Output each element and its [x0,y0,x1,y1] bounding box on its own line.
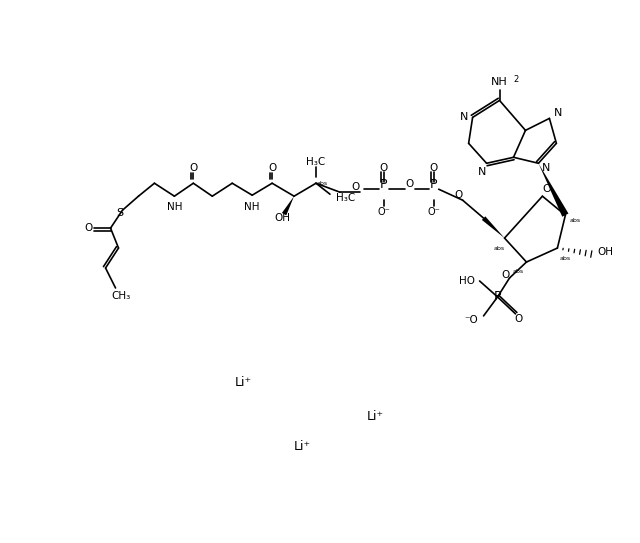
Text: O⁻: O⁻ [378,207,390,217]
Text: abs: abs [317,181,328,186]
Text: OH: OH [274,213,290,223]
Text: P: P [494,291,501,304]
Text: O: O [84,223,93,233]
Text: abs: abs [513,269,524,275]
Text: O: O [268,163,276,173]
Polygon shape [538,163,568,217]
Text: N: N [460,112,468,122]
Text: O: O [542,184,551,194]
Text: O: O [501,270,509,280]
Text: O⁻: O⁻ [428,207,440,217]
Text: O: O [380,163,388,173]
Text: N: N [542,163,550,173]
Text: H₃C: H₃C [336,193,355,203]
Text: O: O [352,182,360,192]
Text: abs: abs [494,245,505,250]
Text: abs: abs [570,218,581,223]
Text: abs: abs [560,256,571,261]
Text: O: O [406,179,414,189]
Text: O: O [515,314,523,324]
Text: O: O [454,190,463,200]
Text: Li⁺: Li⁺ [235,376,252,389]
Text: HO: HO [459,276,475,286]
Text: NH: NH [244,202,260,212]
Text: NH: NH [166,202,182,212]
Text: ⁻O: ⁻O [464,315,477,325]
Text: P: P [430,178,438,191]
Text: CH₃: CH₃ [111,291,130,301]
Text: O: O [429,163,438,173]
Text: 2: 2 [513,75,519,84]
Text: Li⁺: Li⁺ [366,410,383,423]
Polygon shape [482,216,504,238]
Text: O: O [189,163,198,173]
Text: NH: NH [491,78,508,87]
Text: Li⁺: Li⁺ [294,440,310,453]
Text: N: N [554,109,563,118]
Text: N: N [477,167,486,177]
Text: H₃C: H₃C [307,157,326,167]
Polygon shape [282,196,294,216]
Text: S: S [116,208,123,218]
Text: P: P [380,178,388,191]
Text: OH: OH [597,247,613,257]
